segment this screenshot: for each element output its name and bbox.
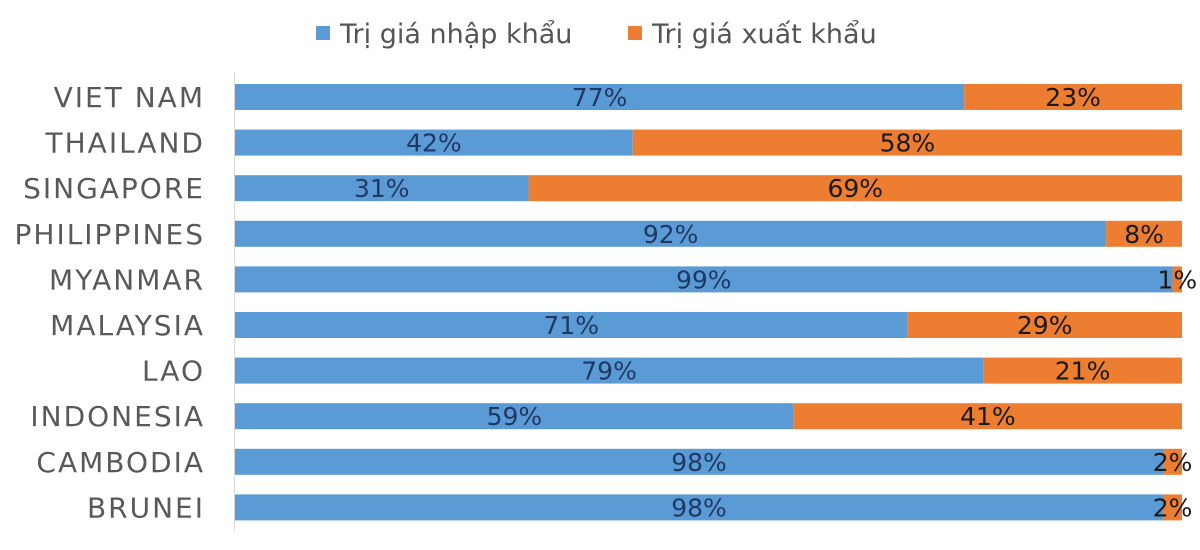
- category-label-viet-nam: VIET NAM: [54, 81, 205, 114]
- bar-segment-brunei-series-1: [1163, 494, 1182, 521]
- value-label-thailand-series-0: 42%: [406, 129, 462, 158]
- value-label-brunei-series-0: 98%: [671, 493, 727, 522]
- category-label-singapore: SINGAPORE: [23, 172, 205, 205]
- value-label-myanmar-series-1: 1%: [1157, 265, 1197, 294]
- bar-segment-indonesia-series-1: [793, 403, 1182, 430]
- value-label-cambodia-series-1: 2%: [1153, 448, 1193, 477]
- value-label-singapore-series-0: 31%: [354, 174, 410, 203]
- category-label-brunei: BRUNEI: [87, 491, 205, 524]
- bar-segment-brunei-series-0: [235, 494, 1164, 521]
- bars: 77% 23% 42% 58% 31% 69% 92% 8% 99% 1% 71% 29% 79% 21%…: [235, 83, 1197, 522]
- legend-label-series-1: Trị giá xuất khẩu: [651, 19, 877, 50]
- value-label-indonesia-series-1: 41%: [960, 402, 1016, 431]
- bar-segment-lao-series-1: [983, 357, 1182, 384]
- legend-swatch-series-1: [628, 26, 642, 40]
- bar-segment-singapore-series-0: [235, 175, 529, 202]
- legend-swatch-series-0: [316, 26, 330, 40]
- value-label-thailand-series-1: 58%: [880, 129, 936, 158]
- category-labels: VIET NAM THAILAND SINGAPORE PHILIPPINES MYAN…: [15, 81, 206, 524]
- value-label-brunei-series-1: 2%: [1153, 493, 1193, 522]
- value-label-singapore-series-1: 69%: [827, 174, 883, 203]
- bar-segment-thailand-series-1: [632, 129, 1182, 156]
- value-label-indonesia-series-0: 59%: [487, 402, 543, 431]
- value-label-lao-series-0: 79%: [581, 357, 637, 386]
- bar-segment-singapore-series-1: [528, 175, 1182, 202]
- value-label-malaysia-series-1: 29%: [1017, 311, 1073, 340]
- value-label-cambodia-series-0: 98%: [671, 448, 727, 477]
- bar-segment-malaysia-series-0: [235, 312, 908, 338]
- category-label-myanmar: MYANMAR: [49, 263, 205, 296]
- bar-segment-philippines-series-0: [235, 220, 1107, 247]
- category-label-lao: LAO: [142, 355, 205, 388]
- legend: Trị giá nhập khẩu Trị giá xuất khẩu: [316, 19, 877, 50]
- category-label-malaysia: MALAYSIA: [50, 309, 205, 342]
- category-label-cambodia: CAMBODIA: [36, 446, 205, 479]
- value-label-viet-nam-series-1: 23%: [1045, 83, 1101, 112]
- category-label-indonesia: INDONESIA: [30, 400, 205, 433]
- legend-label-series-0: Trị giá nhập khẩu: [339, 19, 572, 50]
- category-label-philippines: PHILIPPINES: [15, 218, 206, 251]
- bar-segment-lao-series-0: [235, 357, 984, 384]
- bar-segment-cambodia-series-1: [1163, 448, 1182, 475]
- bar-segment-myanmar-series-1: [1172, 266, 1182, 293]
- value-label-philippines-series-0: 92%: [643, 220, 699, 249]
- value-label-myanmar-series-0: 99%: [676, 265, 732, 294]
- value-label-malaysia-series-0: 71%: [543, 311, 599, 340]
- bar-segment-viet-nam-series-0: [235, 84, 965, 110]
- bar-segment-malaysia-series-1: [907, 312, 1182, 338]
- value-label-viet-nam-series-0: 77%: [572, 83, 628, 112]
- bar-segment-philippines-series-1: [1106, 220, 1182, 247]
- value-label-philippines-series-1: 8%: [1124, 220, 1164, 249]
- category-label-thailand: THAILAND: [45, 127, 205, 160]
- bar-segment-thailand-series-0: [235, 129, 633, 156]
- bar-segment-cambodia-series-0: [235, 448, 1164, 475]
- bar-segment-myanmar-series-0: [235, 266, 1173, 293]
- value-label-lao-series-1: 21%: [1055, 357, 1111, 386]
- bar-segment-viet-nam-series-1: [964, 84, 1182, 110]
- bar-segment-indonesia-series-0: [235, 403, 794, 430]
